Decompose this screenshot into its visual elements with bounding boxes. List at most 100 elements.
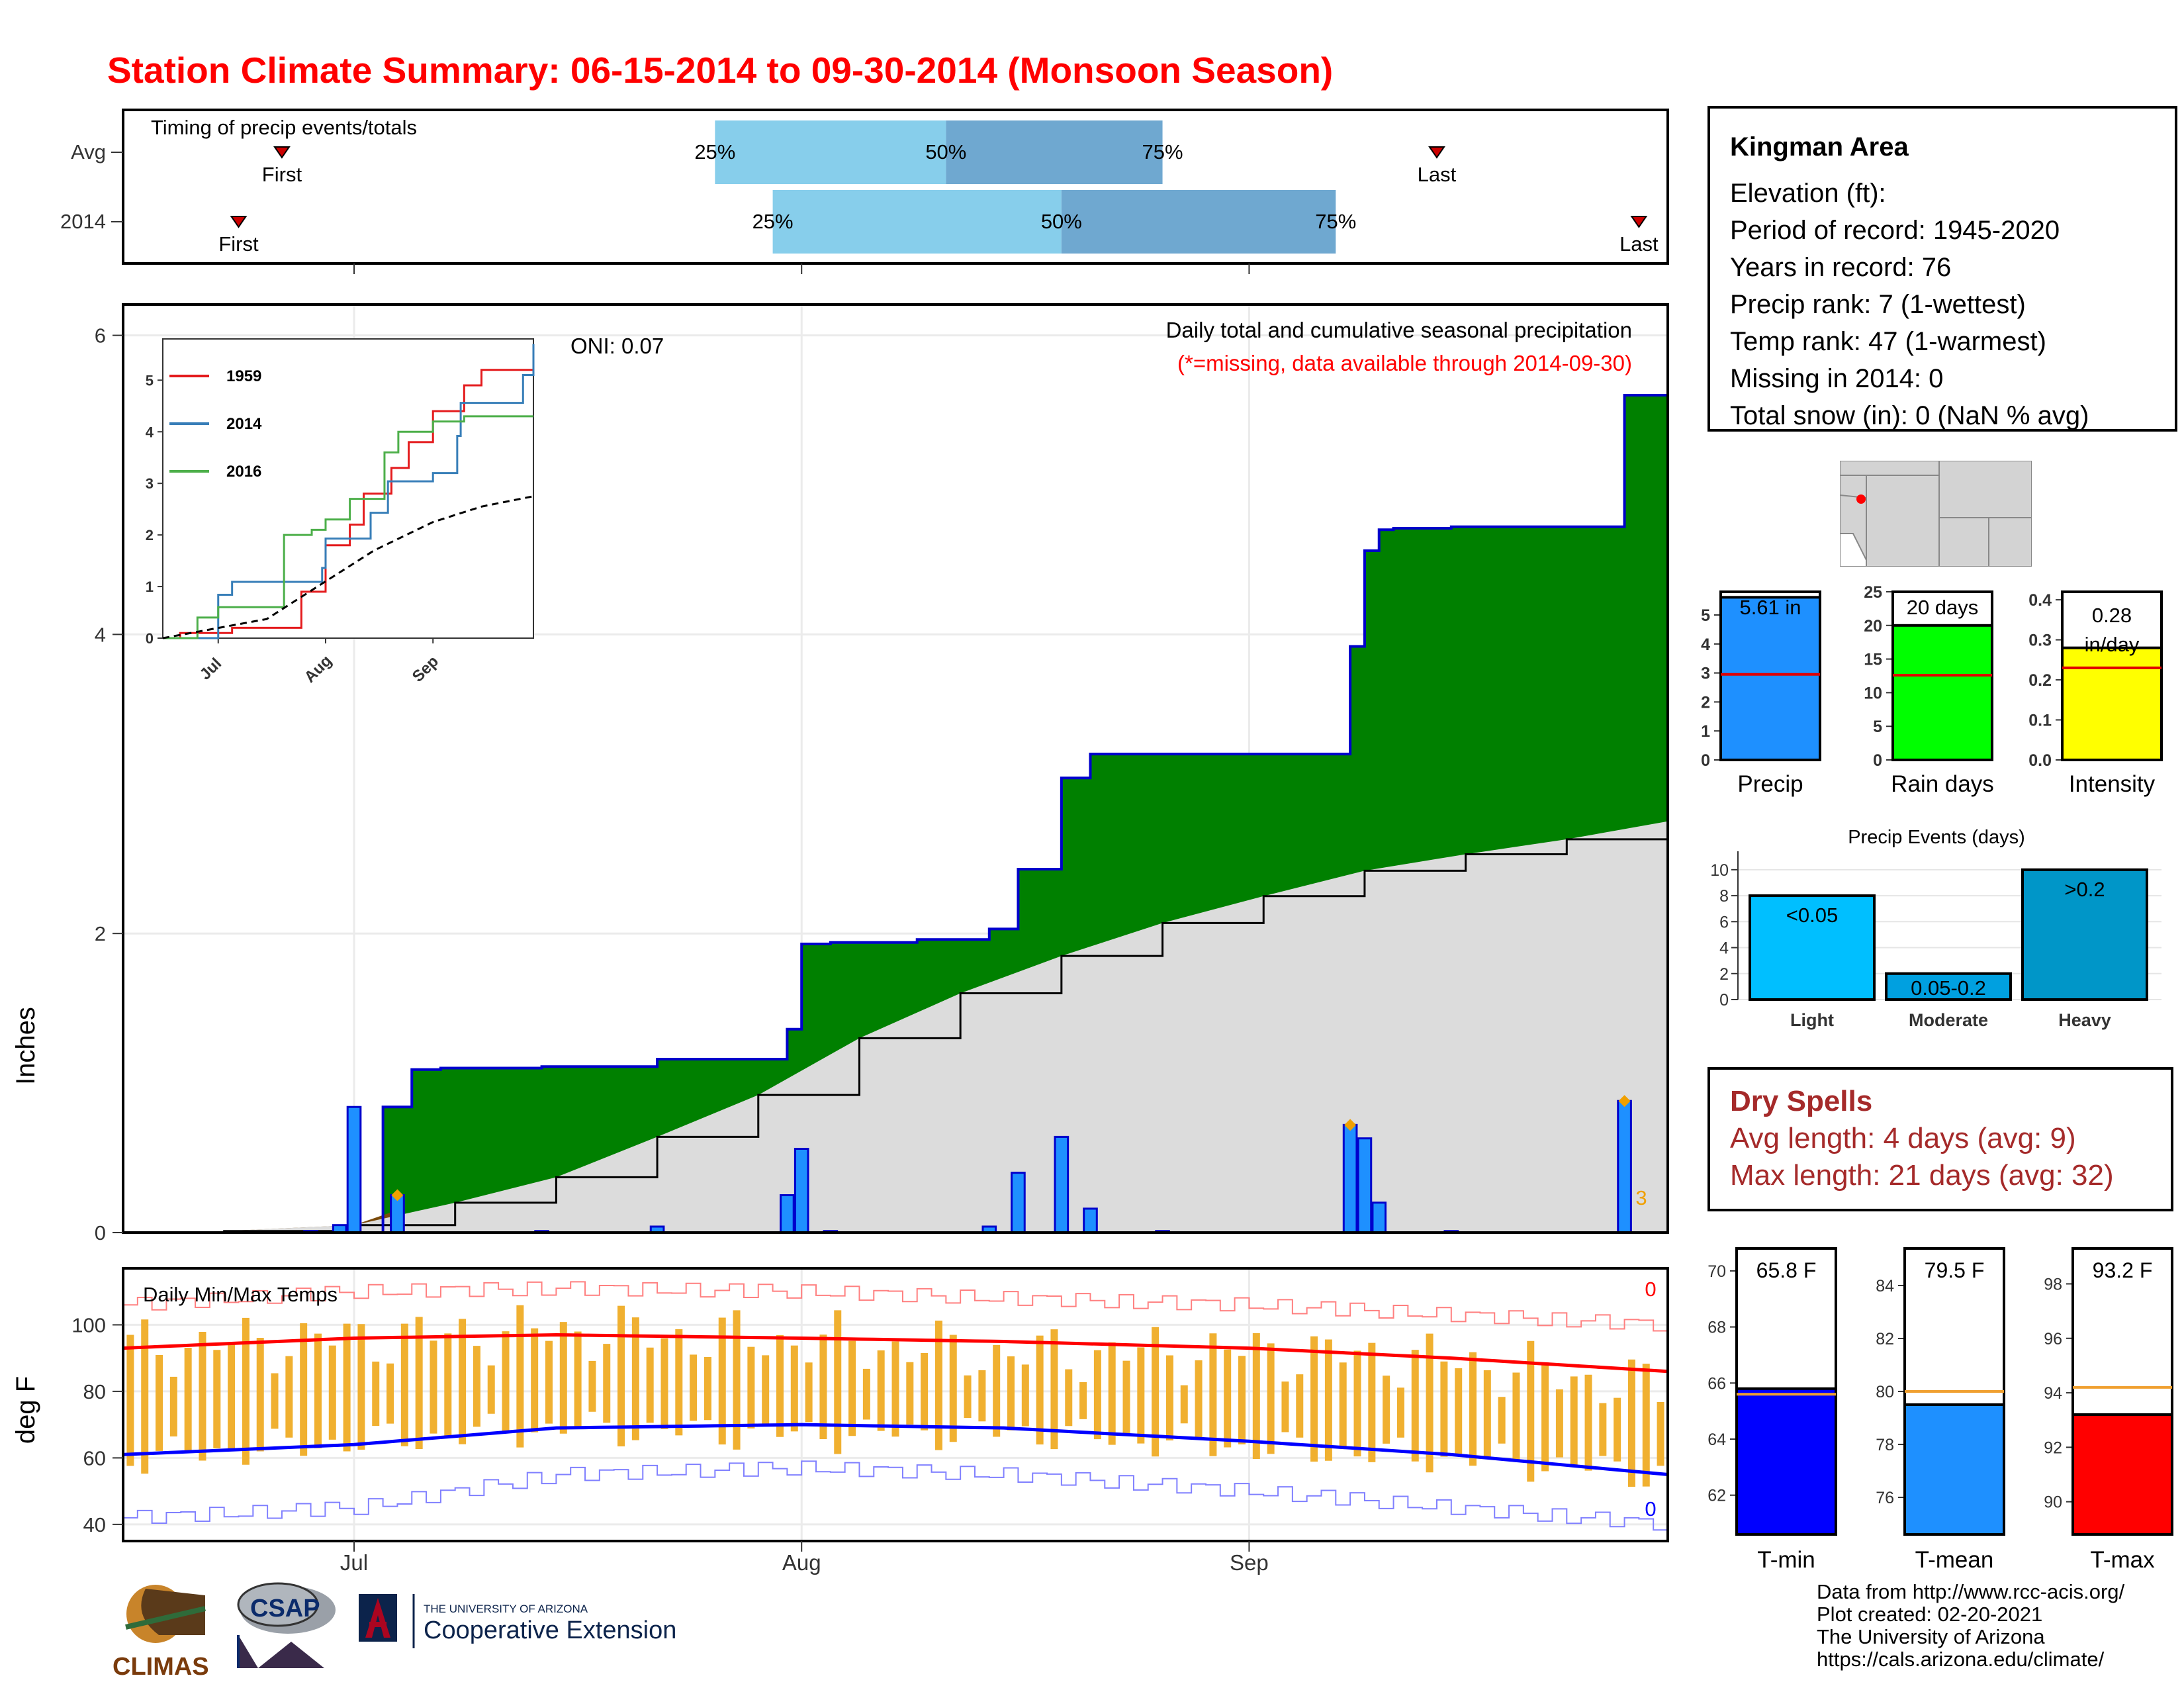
tempbar-tick-label: 98 xyxy=(2044,1275,2062,1293)
temp-ylabel: deg F xyxy=(11,1376,40,1444)
precip-events-chart: Precip Events (days) 0 2 4 6 8 10 <0.05 Light 0.0… xyxy=(1710,827,2161,1030)
logo-strip: CLIMAS CSAP THE UNIVERSITY OF ARIZONA Co… xyxy=(113,1582,676,1681)
tempbar-tick-label: 90 xyxy=(2044,1493,2062,1512)
temp-y-tick-label: 100 xyxy=(71,1313,106,1336)
tempbar-tick-label: 62 xyxy=(1707,1487,1726,1505)
summary-bar xyxy=(1719,596,1821,761)
summary-value-unit: in/day xyxy=(2085,633,2140,656)
summary-tick-label: 25 xyxy=(1864,583,1882,602)
first-label: First xyxy=(262,163,302,186)
missing-note: (*=missing, data available through 2014-… xyxy=(1177,351,1632,375)
last-marker xyxy=(1428,146,1445,159)
timing-p75-label: 75% xyxy=(1315,210,1356,233)
tempbar-tick-label: 94 xyxy=(2044,1384,2062,1403)
inset-series-line xyxy=(163,369,533,639)
summary-value-label: 0.28 xyxy=(2092,604,2132,627)
tempbar-tick-label: 84 xyxy=(1876,1277,1894,1295)
summary-bar xyxy=(1891,624,1993,761)
inset-series-line xyxy=(163,415,533,639)
summary-tick-label: 10 xyxy=(1864,684,1882,702)
summary-category-label: Rain days xyxy=(1891,771,1994,797)
station-period: Period of record: 1945-2020 xyxy=(1730,216,2060,245)
daily-precip-bar xyxy=(1357,1137,1373,1234)
events-title: Precip Events (days) xyxy=(1848,827,2025,848)
tempbar-value-label: 65.8 F xyxy=(1756,1258,1817,1282)
tempbar-category-label: T-mean xyxy=(1915,1547,1994,1573)
summary-tick-label: 1 xyxy=(1701,722,1710,741)
inset-y-tick-label: 3 xyxy=(146,475,154,492)
timing-row-label: Avg xyxy=(71,140,106,164)
summary-tick-label: 5 xyxy=(1873,718,1882,736)
events-tick-label: 8 xyxy=(1719,887,1729,906)
missing-count: 3 xyxy=(1635,1186,1647,1209)
events-tick-label: 2 xyxy=(1719,965,1729,984)
summary-tick-label: 0.2 xyxy=(2028,671,2052,690)
month-tick-label: Aug xyxy=(782,1550,821,1575)
summary-tick-label: 0 xyxy=(1701,751,1710,770)
temp-lines xyxy=(122,1281,1668,1531)
dry-spells-max: Max length: 21 days (avg: 32) xyxy=(1730,1159,2114,1192)
summary-bar xyxy=(2061,646,2163,761)
precip-daily-bars xyxy=(303,1095,1632,1234)
temp-y-tick-label: 40 xyxy=(83,1513,106,1536)
cumulative-2014-line xyxy=(123,393,1668,1234)
precip-subtitle: Daily total and cumulative seasonal prec… xyxy=(1166,318,1632,342)
events-tick-label: 4 xyxy=(1719,939,1729,958)
station-precip-rank: Precip rank: 7 (1-wettest) xyxy=(1730,290,2026,319)
tempbar-category-label: T-max xyxy=(2090,1547,2155,1573)
daily-precip-bar xyxy=(346,1105,362,1234)
missing-marker xyxy=(391,1189,404,1201)
daily-precip-bar xyxy=(1011,1172,1026,1234)
events-tick-label: 6 xyxy=(1719,913,1729,931)
precip-y-tick-label: 2 xyxy=(95,922,106,945)
inset-legend-label: 2014 xyxy=(226,415,262,433)
timing-quartile-low xyxy=(772,190,1062,254)
average-cumulative-line xyxy=(123,821,1669,1234)
daily-precip-bar xyxy=(1617,1100,1632,1234)
ua-small-text: THE UNIVERSITY OF ARIZONA xyxy=(424,1603,588,1615)
timing-rows: Avg 25% 50% 75% First Last 2014 25% 50% 75% First L… xyxy=(60,120,1659,274)
dry-spells-box: Dry Spells Avg length: 4 days (avg: 9) M… xyxy=(1707,1067,2173,1211)
summary-value-label: 20 days xyxy=(1907,596,1979,619)
tmin-missing: 0 xyxy=(1645,1497,1656,1521)
station-years: Years in record: 76 xyxy=(1730,253,1952,282)
page-title: Station Climate Summary: 06-15-2014 to 0… xyxy=(107,50,1334,91)
timing-p75-label: 75% xyxy=(1142,140,1183,164)
precip-y-tick-label: 4 xyxy=(95,623,106,646)
climas-logo-text: CLIMAS xyxy=(113,1653,209,1681)
tempbar-tick-label: 96 xyxy=(2044,1330,2062,1348)
summary-value-label: 5.61 in xyxy=(1739,596,1801,619)
tmax-missing: 0 xyxy=(1645,1278,1656,1301)
timing-quartile-high xyxy=(946,120,1163,184)
inset-y-tick-label: 5 xyxy=(146,372,154,389)
inset-series-line xyxy=(162,495,534,639)
tempbar-value-label: 79.5 F xyxy=(1925,1258,1985,1282)
precip-chart: 0 2 4 6 Inches ONI: 0.07 Daily total and cu… xyxy=(11,303,1669,1244)
timing-p50-label: 50% xyxy=(925,140,966,164)
temp-panel-label: Daily Min/Max Temps xyxy=(143,1283,338,1306)
station-snow: Total snow (in): 0 (NaN % avg) xyxy=(1730,401,2089,430)
event-bar-label: >0.2 xyxy=(2064,878,2105,901)
tempbar-value-label: 93.2 F xyxy=(2093,1258,2153,1282)
summary-tick-label: 0.0 xyxy=(2028,751,2052,770)
last-label: Last xyxy=(1619,232,1659,256)
inset-y-tick-label: 0 xyxy=(146,630,154,647)
event-bar-label: <0.05 xyxy=(1786,904,1838,927)
summary-tick-label: 2 xyxy=(1701,693,1710,712)
timing-row-label: 2014 xyxy=(60,210,106,233)
precip-y-tick-label: 0 xyxy=(95,1221,106,1244)
event-category-label: Moderate xyxy=(1909,1010,1988,1030)
timing-p50-label: 50% xyxy=(1041,210,1082,233)
summary-tick-label: 15 xyxy=(1864,651,1882,669)
daily-precip-bar xyxy=(1371,1201,1387,1234)
temp-y-axis: 40 60 80 100 xyxy=(71,1313,123,1536)
inset-y-tick-label: 1 xyxy=(146,579,154,595)
event-category-label: Light xyxy=(1790,1010,1834,1030)
daily-precip-bar xyxy=(1342,1123,1358,1234)
summary-tick-label: 5 xyxy=(1701,606,1710,625)
events-tick-label: 10 xyxy=(1710,861,1729,880)
event-bar xyxy=(1885,972,2012,1001)
temp-panel-frame xyxy=(122,1267,1669,1542)
missing-marker xyxy=(1344,1119,1357,1131)
